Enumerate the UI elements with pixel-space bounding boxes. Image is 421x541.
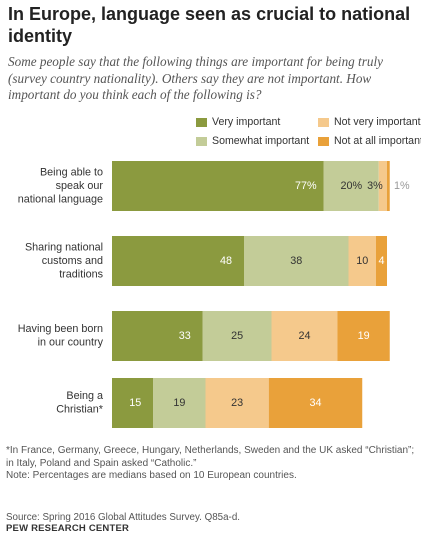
bar-segment-not-very-important — [348, 236, 376, 286]
category-label: traditions — [59, 268, 103, 280]
legend-label-somewhat-important: Somewhat important — [212, 135, 309, 147]
data-label: 4 — [378, 255, 384, 267]
category-label: Sharing national — [25, 241, 103, 253]
bar-segment-not-at-all-important — [376, 236, 387, 286]
data-label: 38 — [290, 255, 302, 267]
bar-segment-somewhat-important — [202, 311, 272, 361]
category-label: Being able to — [40, 166, 103, 178]
bar-segment-somewhat-important — [153, 378, 206, 428]
legend-swatch-very-important — [196, 118, 207, 127]
data-label: 23 — [231, 397, 243, 409]
legend-swatch-not-very-important — [318, 118, 329, 127]
legend-swatch-not-at-all-important — [318, 137, 329, 146]
stacked-bar-chart: Very important Not very important Somewhat… — [18, 116, 421, 428]
legend-label-not-at-all-important: Not at all important — [334, 135, 421, 147]
legend-label-very-important: Very important — [212, 116, 280, 128]
brand-footer: PEW RESEARCH CENTER — [6, 523, 130, 534]
bar-segment-somewhat-important — [244, 236, 349, 286]
bar-segment-not-very-important — [271, 311, 338, 361]
category-label: in our country — [38, 337, 104, 349]
bar-segment-very-important — [112, 378, 154, 428]
bar-segment-not-at-all-important — [387, 161, 390, 211]
chart-title: In Europe, language seen as crucial to n… — [8, 4, 411, 46]
data-label: 33 — [179, 330, 191, 342]
data-label: 77% — [295, 180, 317, 192]
data-label: 24 — [298, 330, 310, 342]
data-label: 3% — [367, 180, 383, 192]
bar-segment-not-very-important — [205, 378, 269, 428]
data-label: 19 — [173, 397, 185, 409]
bar-segment-somewhat-important — [323, 161, 379, 211]
legend-label-not-very-important: Not very important — [334, 116, 421, 128]
category-label: Christian* — [56, 404, 104, 416]
category-label: Having been born — [18, 323, 103, 335]
bar-segment-not-at-all-important — [268, 378, 363, 428]
bar-segment-very-important — [112, 236, 244, 286]
chart-subtitle: Some people say that the following thing… — [8, 54, 383, 102]
bar-segment-very-important — [112, 161, 324, 211]
data-label: 34 — [309, 397, 321, 409]
data-label: 1% — [394, 180, 410, 192]
footnotes: *In France, Germany, Greece, Hungary, Ne… — [6, 445, 418, 483]
footnote-asterisk: *In France, Germany, Greece, Hungary, Ne… — [6, 445, 415, 469]
category-label: Being a — [66, 390, 103, 402]
data-label: 25 — [231, 330, 243, 342]
bar-segment-very-important — [112, 311, 203, 361]
bar-segment-not-at-all-important — [337, 311, 390, 361]
data-label: 15 — [129, 397, 141, 409]
data-label: 48 — [220, 255, 232, 267]
legend-swatch-somewhat-important — [196, 137, 207, 146]
source-note: Source: Spring 2016 Global Attitudes Sur… — [6, 512, 240, 523]
category-label: national language — [18, 193, 103, 205]
category-label: speak our — [56, 180, 104, 192]
category-label: customs and — [42, 255, 103, 267]
footnote-note: Note: Percentages are medians based on 1… — [6, 470, 297, 482]
data-label: 20% — [340, 180, 362, 192]
data-label: 19 — [358, 330, 370, 342]
data-label: 10 — [356, 255, 368, 267]
bar-segment-not-very-important — [378, 161, 387, 211]
